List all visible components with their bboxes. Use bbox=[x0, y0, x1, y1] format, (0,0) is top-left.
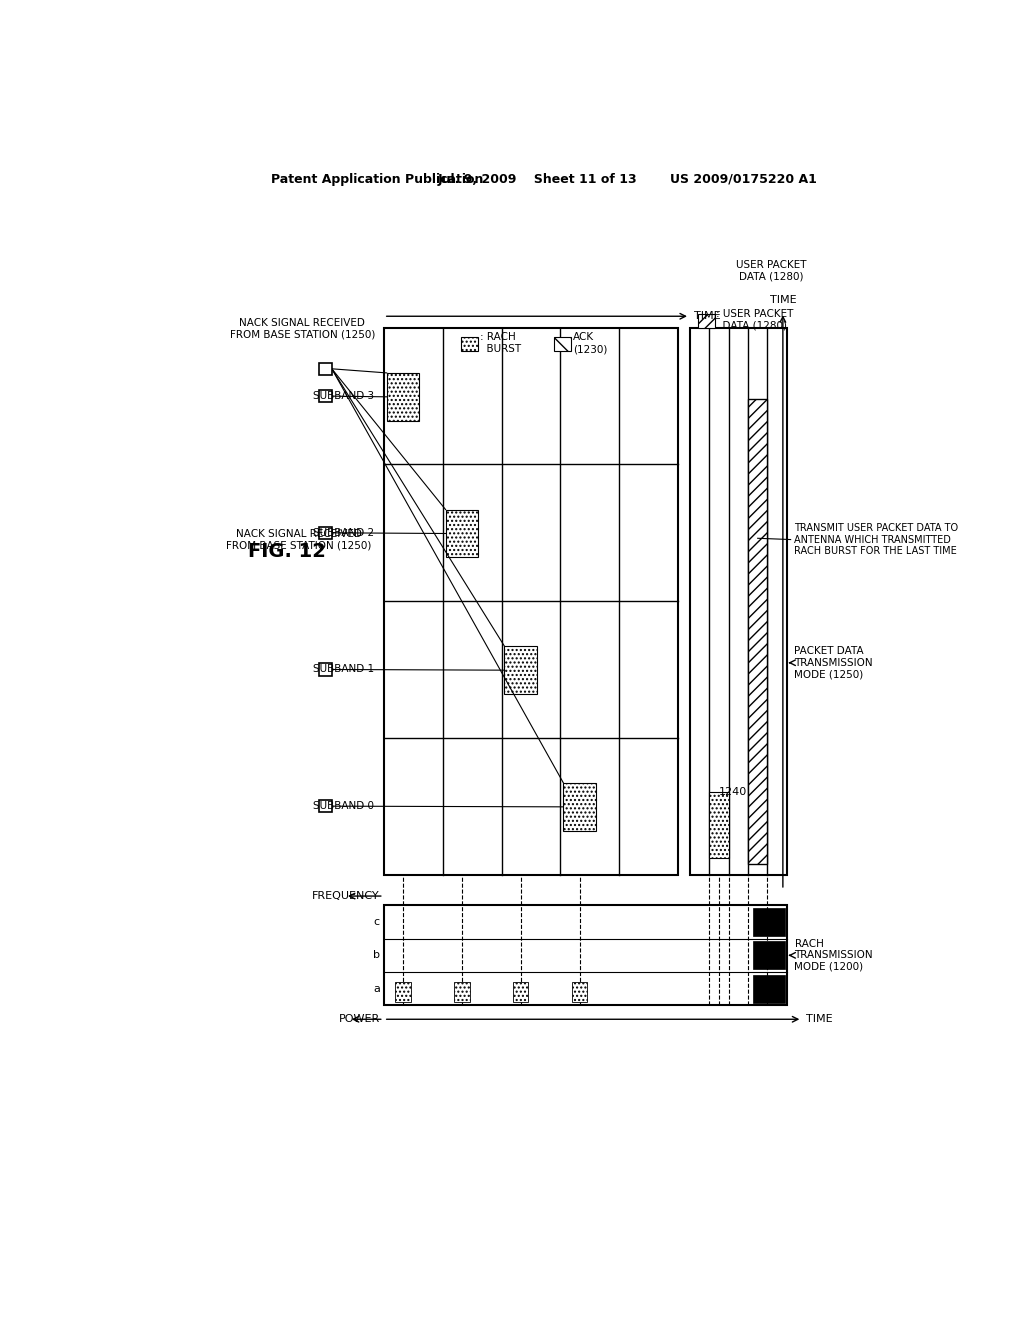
Text: TIME: TIME bbox=[770, 294, 797, 305]
Text: PACKET DATA
TRANSMISSION
MODE (1250): PACKET DATA TRANSMISSION MODE (1250) bbox=[795, 647, 873, 680]
Text: USER PACKET
DATA (1280): USER PACKET DATA (1280) bbox=[736, 260, 807, 281]
Bar bbox=[445, 510, 478, 557]
Text: TIME: TIME bbox=[693, 312, 720, 321]
Bar bbox=[384, 327, 678, 875]
Bar bbox=[697, 314, 715, 327]
Bar bbox=[319, 527, 332, 539]
Text: b: b bbox=[373, 950, 380, 961]
Text: ACK
(1230): ACK (1230) bbox=[572, 333, 607, 354]
Bar bbox=[753, 941, 785, 969]
Text: 1240: 1240 bbox=[719, 787, 748, 797]
Bar bbox=[319, 363, 332, 375]
Bar bbox=[748, 399, 767, 863]
Bar bbox=[505, 647, 537, 694]
Text: SUBBAND 3: SUBBAND 3 bbox=[313, 391, 375, 401]
Text: c: c bbox=[374, 917, 380, 927]
Text: US 2009/0175220 A1: US 2009/0175220 A1 bbox=[671, 173, 817, 186]
Text: TRANSMIT USER PACKET DATA TO
ANTENNA WHICH TRANSMITTED
RACH BURST FOR THE LAST T: TRANSMIT USER PACKET DATA TO ANTENNA WHI… bbox=[795, 523, 958, 556]
Bar bbox=[753, 908, 785, 936]
Bar bbox=[319, 664, 332, 676]
Text: RACH
TRANSMISSION
MODE (1200): RACH TRANSMISSION MODE (1200) bbox=[795, 939, 873, 972]
Bar bbox=[554, 337, 571, 351]
Text: TIME: TIME bbox=[806, 1014, 833, 1024]
Bar bbox=[690, 327, 786, 875]
Text: Patent Application Publication: Patent Application Publication bbox=[271, 173, 483, 186]
Text: FIG. 12: FIG. 12 bbox=[248, 541, 326, 561]
Bar bbox=[461, 337, 478, 351]
Text: NACK SIGNAL RECEIVED
FROM BASE STATION (1250): NACK SIGNAL RECEIVED FROM BASE STATION (… bbox=[226, 529, 371, 550]
Text: : USER PACKET
  DATA (1280): : USER PACKET DATA (1280) bbox=[716, 309, 794, 331]
Bar bbox=[454, 982, 470, 1002]
Text: : RACH
  BURST: : RACH BURST bbox=[480, 333, 521, 354]
Text: SUBBAND 0: SUBBAND 0 bbox=[313, 801, 375, 812]
Bar bbox=[395, 982, 411, 1002]
Text: a: a bbox=[373, 983, 380, 994]
Bar bbox=[710, 792, 729, 858]
Text: NACK SIGNAL RECEIVED
FROM BASE STATION (1250): NACK SIGNAL RECEIVED FROM BASE STATION (… bbox=[229, 318, 375, 339]
Bar bbox=[319, 800, 332, 812]
Text: FREQUENCY: FREQUENCY bbox=[312, 891, 380, 902]
Text: Jul. 9, 2009    Sheet 11 of 13: Jul. 9, 2009 Sheet 11 of 13 bbox=[438, 173, 638, 186]
Text: SUBBAND 1: SUBBAND 1 bbox=[313, 664, 375, 675]
Bar bbox=[319, 389, 332, 403]
Bar bbox=[387, 374, 419, 421]
Bar bbox=[753, 974, 785, 1003]
Bar bbox=[384, 906, 786, 1006]
Bar bbox=[571, 982, 588, 1002]
Bar bbox=[563, 783, 596, 830]
Text: SUBBAND 2: SUBBAND 2 bbox=[313, 528, 375, 537]
Bar bbox=[513, 982, 528, 1002]
Text: POWER: POWER bbox=[339, 1014, 380, 1024]
